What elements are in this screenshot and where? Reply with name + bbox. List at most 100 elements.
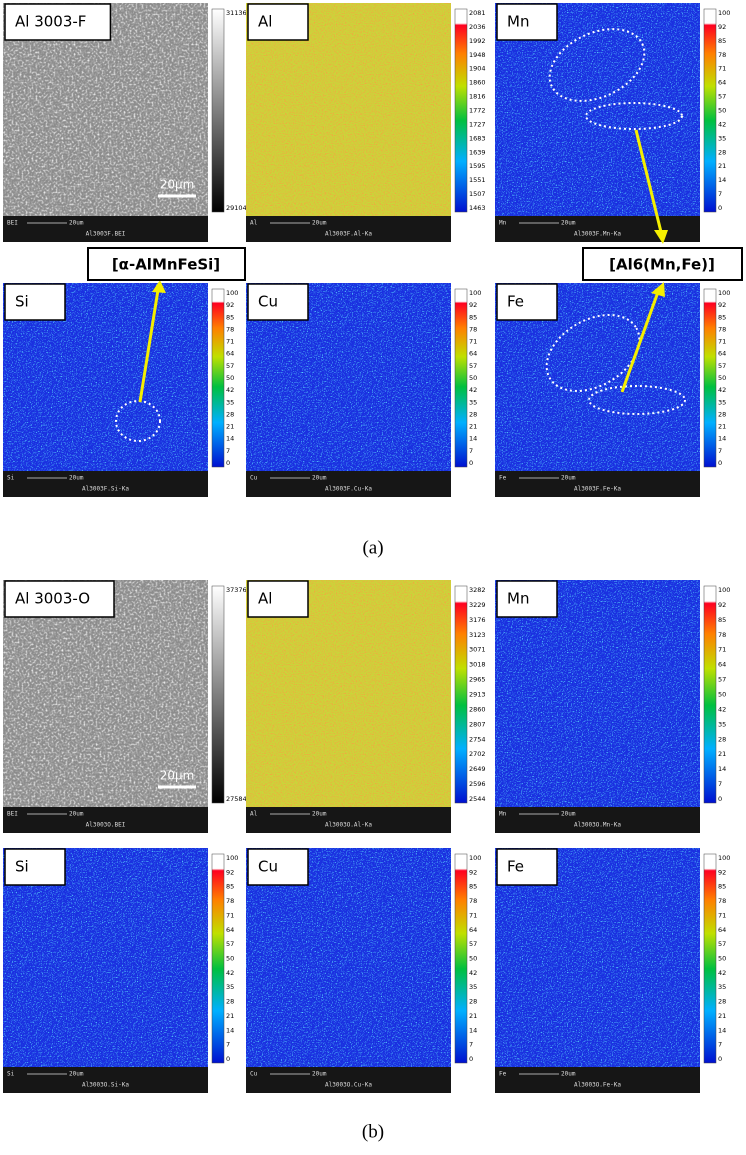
map-texture bbox=[246, 580, 451, 807]
colorbar-tick: 92 bbox=[469, 301, 477, 309]
colorbar-tick: 0 bbox=[469, 459, 473, 467]
colorbar-tick: 1948 bbox=[469, 51, 486, 59]
colorbar-tick: 92 bbox=[718, 301, 726, 309]
footer bbox=[246, 807, 451, 833]
footer-length: 20um bbox=[312, 1071, 327, 1078]
colorbar-tick: 64 bbox=[718, 79, 726, 87]
colorbar-tick: 78 bbox=[718, 631, 726, 639]
colorbar-tick: 2913 bbox=[469, 691, 486, 699]
colorbar-tick: 78 bbox=[469, 325, 477, 333]
colorbar-tick: 1683 bbox=[469, 134, 486, 142]
footer-file: Al3003O.Al-Ka bbox=[325, 822, 372, 829]
footer-file: Al3003F.Cu-Ka bbox=[325, 486, 372, 493]
footer-file: Al3003O.Si-Ka bbox=[82, 1082, 129, 1089]
colorbar-tick: 35 bbox=[718, 983, 726, 991]
colorbar-tick: 2649 bbox=[469, 765, 486, 773]
colorbar-tick: 1595 bbox=[469, 162, 486, 170]
colorbar-tick: 78 bbox=[469, 897, 477, 905]
panel-label: Mn bbox=[507, 590, 529, 608]
colorbar-tick: 71 bbox=[718, 911, 726, 919]
map-texture bbox=[3, 580, 208, 807]
colorbar-tick: 42 bbox=[718, 969, 726, 977]
colorbar-tick: 1463 bbox=[469, 204, 486, 212]
colorbar-tick: 28 bbox=[718, 998, 726, 1006]
footer bbox=[3, 471, 208, 497]
colorbar-tick: 35 bbox=[469, 398, 477, 406]
colorbar bbox=[454, 853, 468, 1064]
colorbar-tick: 1992 bbox=[469, 37, 486, 45]
colorbar-tick: 1639 bbox=[469, 148, 486, 156]
colorbar-tick: 2596 bbox=[469, 780, 486, 788]
colorbar-tick: 21 bbox=[718, 423, 726, 431]
colorbar-tick: 42 bbox=[718, 705, 726, 713]
annotation-box bbox=[582, 247, 743, 281]
panel: 100 92 85 78 71 64 57 50 42 35 28 21 14 7 0 Cu 20um Al300… bbox=[246, 848, 485, 1093]
colorbar-tick: 42 bbox=[226, 969, 234, 977]
colorbar-tick: 2807 bbox=[469, 720, 486, 728]
colorbar-tick: 7 bbox=[469, 1041, 473, 1049]
footer bbox=[495, 807, 700, 833]
colorbar-tick: 85 bbox=[718, 313, 726, 321]
label-box bbox=[496, 848, 558, 886]
colorbar-tick: 64 bbox=[226, 350, 234, 358]
caption: (a) bbox=[362, 537, 383, 558]
colorbar-tick: 57 bbox=[718, 362, 726, 370]
colorbar-tick: 71 bbox=[469, 911, 477, 919]
footer-signal: Mn bbox=[499, 220, 507, 227]
colorbar-tick: 50 bbox=[718, 691, 726, 699]
label-box bbox=[247, 580, 309, 618]
colorbar-tick: 42 bbox=[469, 386, 477, 394]
scale-bar-label: 20μm bbox=[160, 178, 195, 192]
footer bbox=[3, 216, 208, 242]
colorbar-tick: 3123 bbox=[469, 631, 486, 639]
colorbar-tick: 0 bbox=[718, 459, 722, 467]
colorbar-tick: 14 bbox=[469, 435, 477, 443]
footer bbox=[246, 216, 451, 242]
colorbar-tick: 100 bbox=[469, 854, 481, 862]
footer-file: Al3003O.Mn-Ka bbox=[574, 822, 621, 829]
label-box bbox=[496, 580, 558, 618]
panel-label: Al 3003-F bbox=[15, 13, 86, 31]
colorbar bbox=[211, 288, 225, 468]
colorbar-tick: 2702 bbox=[469, 750, 486, 758]
footer-file: Al3003F.Mn-Ka bbox=[574, 231, 621, 238]
colorbar-tick: 92 bbox=[226, 301, 234, 309]
colorbar-tick: 2754 bbox=[469, 735, 486, 743]
colorbar-tick: 50 bbox=[469, 374, 477, 382]
annotation-marks bbox=[115, 28, 686, 442]
colorbar-tick: 21 bbox=[469, 1012, 477, 1020]
arrowhead bbox=[152, 280, 166, 293]
colorbar-tick: 35 bbox=[718, 134, 726, 142]
footer-signal: BEI bbox=[7, 220, 18, 227]
colorbar-tick: 85 bbox=[718, 883, 726, 891]
panel: 100 92 85 78 71 64 57 50 42 35 28 21 14 7 0 Si 20um Al300… bbox=[3, 283, 242, 497]
colorbar-tick: 78 bbox=[226, 897, 234, 905]
colorbar-tick: 71 bbox=[718, 646, 726, 654]
colorbar bbox=[703, 585, 717, 804]
colorbar-tick: 1904 bbox=[469, 65, 486, 73]
footer-length: 20um bbox=[69, 811, 84, 818]
colorbar-tick: 57 bbox=[718, 940, 726, 948]
colorbar-tick: 78 bbox=[718, 51, 726, 59]
footer-file: Al3003F.Fe-Ka bbox=[574, 486, 621, 493]
footer-length: 20um bbox=[312, 220, 327, 227]
arrowhead bbox=[651, 282, 665, 297]
footer-length: 20um bbox=[69, 475, 84, 482]
colorbar-tick: 7 bbox=[718, 1041, 722, 1049]
footer-file: Al3003F.Si-Ka bbox=[82, 486, 129, 493]
colorbar-tick: 35 bbox=[226, 983, 234, 991]
colorbar-tick: 50 bbox=[718, 374, 726, 382]
colorbar-tick: 85 bbox=[469, 313, 477, 321]
colorbar-tick: 71 bbox=[226, 911, 234, 919]
label-box bbox=[496, 283, 558, 321]
footer-signal: Fe bbox=[499, 1071, 507, 1078]
label-box bbox=[4, 580, 115, 618]
colorbar-tick: 42 bbox=[718, 386, 726, 394]
colorbar-tick: 71 bbox=[718, 338, 726, 346]
colorbar-tick: 64 bbox=[718, 926, 726, 934]
colorbar bbox=[703, 288, 717, 468]
colorbar-tick: 78 bbox=[718, 325, 726, 333]
arrow bbox=[138, 289, 160, 403]
